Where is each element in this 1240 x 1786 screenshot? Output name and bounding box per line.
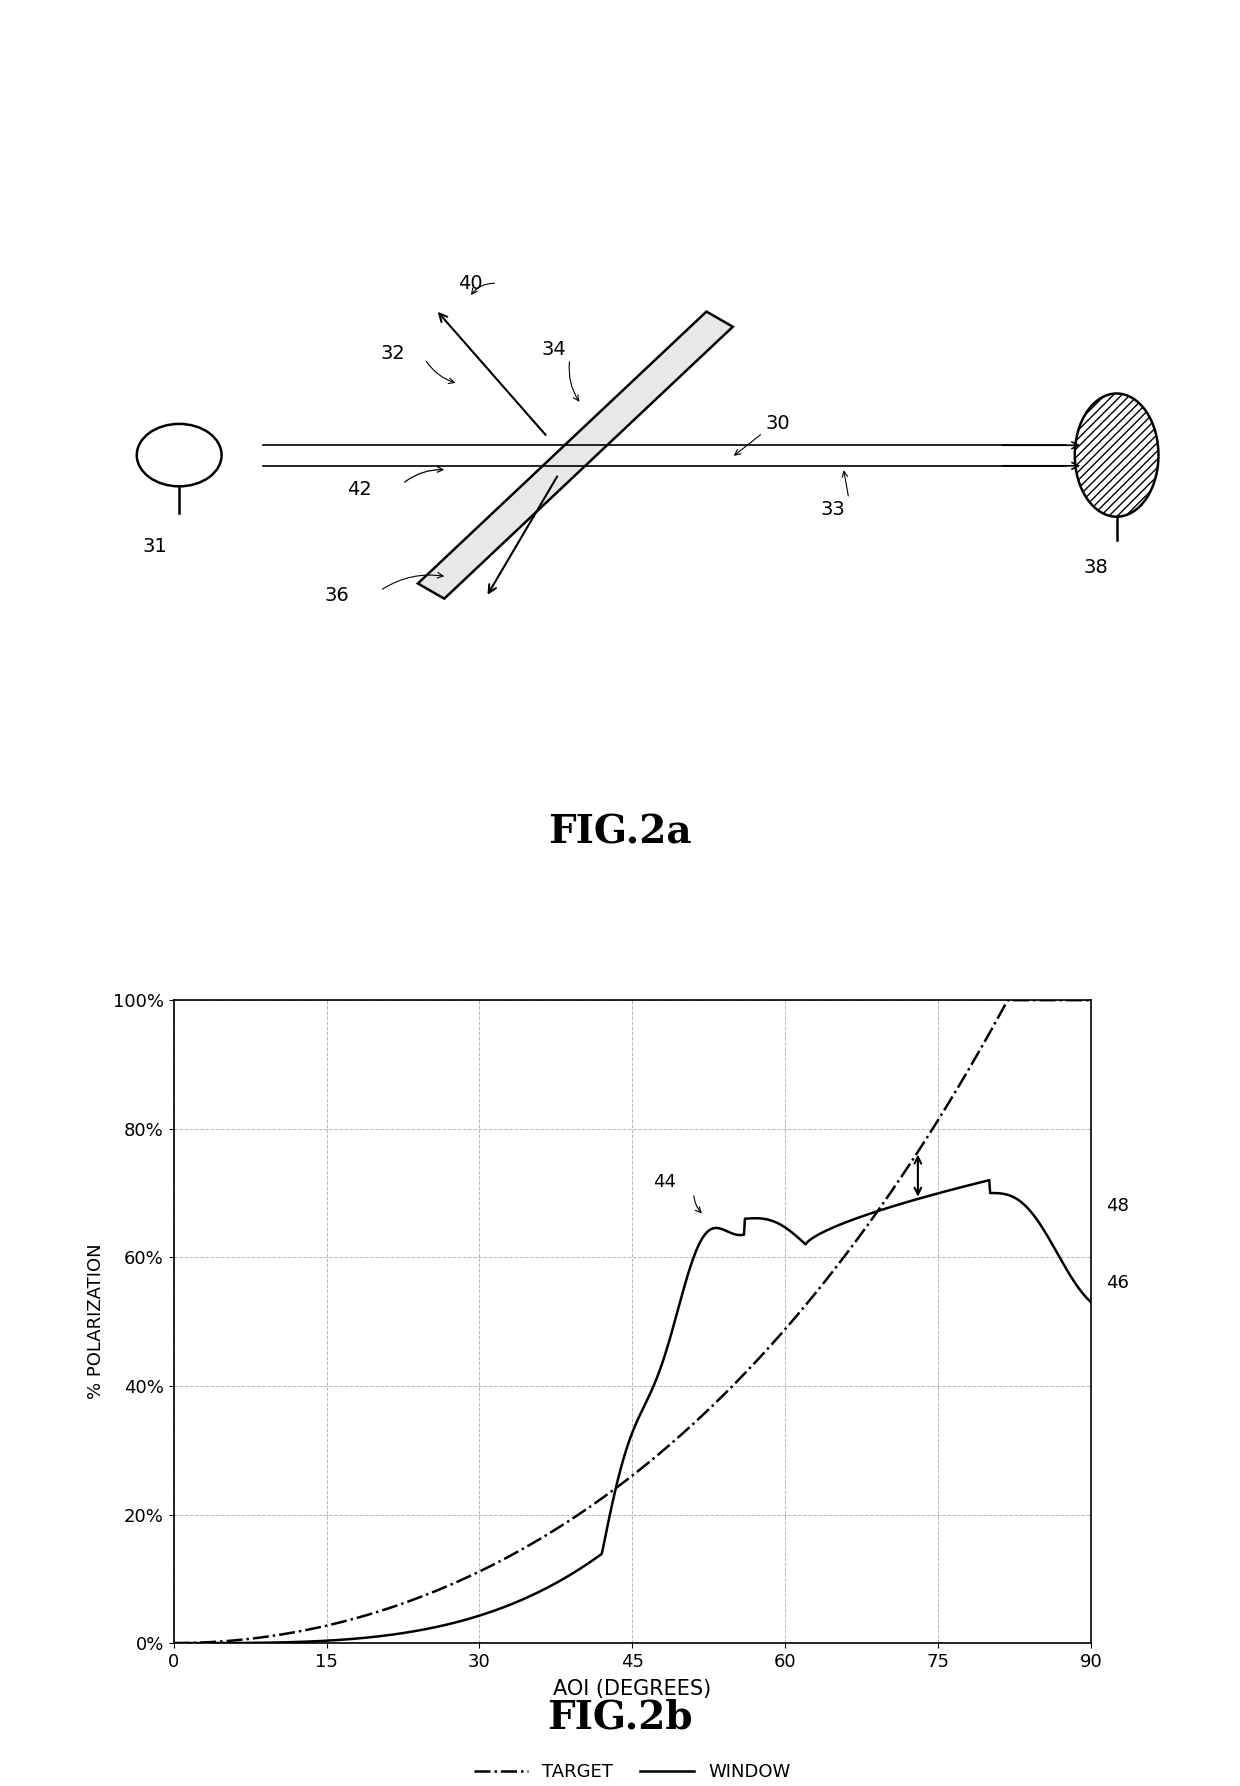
Polygon shape	[418, 311, 733, 598]
Line: TARGET: TARGET	[174, 1000, 1091, 1643]
TARGET	[166, 1632, 181, 1654]
TARGET	[898, 1159, 913, 1181]
Legend: TARGET, WINDOW: TARGET, WINDOW	[466, 1756, 799, 1786]
X-axis label: AOI (DEGREES): AOI (DEGREES)	[553, 1679, 712, 1698]
TARGET	[537, 1525, 552, 1547]
WINDOW	[1084, 1291, 1099, 1313]
Text: 40: 40	[459, 275, 482, 293]
TARGET	[882, 1184, 897, 1206]
TARGET	[1001, 989, 1016, 1011]
Ellipse shape	[1075, 393, 1158, 516]
WINDOW	[796, 1232, 811, 1254]
Text: 38: 38	[1084, 557, 1107, 577]
WINDOW	[898, 1191, 913, 1213]
TARGET	[796, 1297, 811, 1318]
WINDOW	[982, 1170, 997, 1191]
Text: 31: 31	[143, 538, 167, 555]
Y-axis label: % POLARIZATION: % POLARIZATION	[87, 1243, 104, 1400]
Text: 33: 33	[821, 500, 846, 520]
WINDOW	[537, 1579, 552, 1600]
Text: 34: 34	[542, 339, 567, 359]
TARGET	[570, 1504, 585, 1525]
WINDOW	[882, 1197, 897, 1218]
Line: WINDOW: WINDOW	[174, 1181, 1091, 1643]
Text: 44: 44	[652, 1173, 676, 1191]
TARGET	[1084, 989, 1099, 1011]
Text: FIG.2a: FIG.2a	[548, 814, 692, 852]
WINDOW	[166, 1632, 181, 1654]
Text: 42: 42	[346, 480, 371, 498]
Text: 48: 48	[1106, 1197, 1130, 1214]
WINDOW	[570, 1559, 585, 1581]
WINDOW	[260, 1632, 275, 1654]
Text: 36: 36	[325, 586, 348, 605]
Text: 30: 30	[765, 414, 790, 432]
Text: FIG.2b: FIG.2b	[547, 1698, 693, 1736]
Text: 32: 32	[381, 345, 404, 363]
TARGET	[260, 1625, 275, 1647]
Text: 46: 46	[1106, 1273, 1130, 1291]
